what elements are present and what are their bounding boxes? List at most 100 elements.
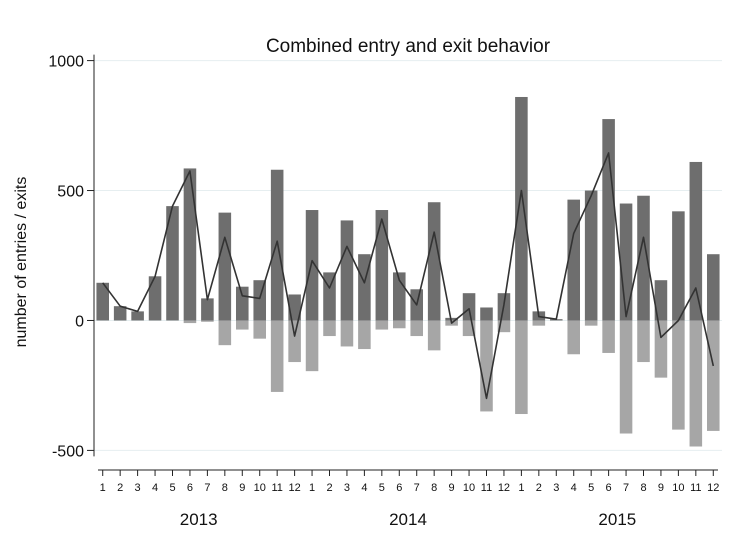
exit-bar <box>427 320 441 351</box>
exit-bar <box>358 320 371 350</box>
y-tick-label: 0 <box>75 313 84 330</box>
exit-bar <box>672 320 685 430</box>
x-tick-label: 3 <box>553 482 559 494</box>
x-tick-label: 8 <box>431 482 437 494</box>
exit-bar <box>392 320 406 329</box>
exit-bar <box>689 320 703 447</box>
exit-bar <box>218 320 232 346</box>
exit-bar <box>340 320 354 347</box>
entry-bar <box>427 202 441 321</box>
exit-bar <box>235 320 249 330</box>
x-tick-label: 6 <box>396 482 402 494</box>
exit-bar <box>375 320 389 330</box>
entry-bar <box>323 272 336 321</box>
entry-bar <box>218 212 232 321</box>
exit-bar <box>323 320 336 337</box>
y-tick-label: 1000 <box>48 54 84 71</box>
x-tick-label: 4 <box>571 482 577 494</box>
y-tick-label: -500 <box>52 443 84 460</box>
y-ticks: -500 0 500 1000 <box>48 54 94 460</box>
x-tick-label: 12 <box>707 482 719 494</box>
net-line <box>102 152 715 400</box>
exit-bar <box>532 320 546 326</box>
year-labels: 2013 2014 2015 <box>180 510 636 529</box>
x-tick-label: 7 <box>623 482 629 494</box>
entry-bar <box>567 199 581 321</box>
exit-bar <box>288 320 301 363</box>
exit-bar <box>183 320 197 324</box>
x-tick-label: 4 <box>152 482 158 494</box>
exit-bar <box>480 320 493 412</box>
x-tick-label: 2 <box>117 482 123 494</box>
entry-bar <box>166 206 179 321</box>
entry-bars <box>96 96 720 321</box>
x-tick-label: 5 <box>588 482 594 494</box>
x-tick-label: 8 <box>640 482 646 494</box>
exit-bar <box>515 320 528 415</box>
entry-bar <box>305 210 319 321</box>
exit-bar <box>410 320 424 337</box>
x-tick-label: 11 <box>271 482 282 494</box>
x-tick-label: 12 <box>288 482 300 494</box>
x-tick-label: 5 <box>169 482 175 494</box>
x-tick-label: 6 <box>606 482 612 494</box>
entry-bar <box>96 282 110 321</box>
exit-bar <box>270 320 284 392</box>
exit-bar <box>305 320 319 372</box>
year-label: 2015 <box>598 510 636 529</box>
y-tick-label: 500 <box>57 184 84 201</box>
x-tick-label: 1 <box>518 482 524 494</box>
x-tick-label: 12 <box>498 482 510 494</box>
gridlines <box>94 60 722 451</box>
entry-bar <box>672 211 685 321</box>
exit-bar <box>584 320 598 326</box>
exit-bar <box>567 320 581 355</box>
x-tick-label: 2 <box>536 482 542 494</box>
x-tick-label: 3 <box>344 482 350 494</box>
y-axis-label: number of entries / exits <box>13 177 30 348</box>
entry-bar <box>113 306 127 321</box>
x-tick-label: 10 <box>672 482 684 494</box>
exit-bar <box>637 320 650 363</box>
x-tick-label: 7 <box>204 482 210 494</box>
exit-bar <box>619 320 633 434</box>
exit-bar <box>706 320 720 431</box>
exit-bars <box>183 320 720 447</box>
x-tick-label: 9 <box>449 482 455 494</box>
exit-bar <box>654 320 668 378</box>
x-tick-label: 7 <box>414 482 420 494</box>
entry-bar <box>148 276 162 321</box>
x-tick-label: 3 <box>135 482 141 494</box>
x-ticks: 1 2 3 4 5 6 7 8 9 10 11 12 1 2 3 4 5 6 7 8 9 10 11 12 1 2 3 4 5 6 7 8 9 1… <box>100 470 719 494</box>
x-tick-label: 8 <box>222 482 228 494</box>
entry-bar <box>480 307 493 321</box>
x-tick-label: 10 <box>463 482 475 494</box>
x-tick-label: 4 <box>361 482 367 494</box>
x-tick-label: 1 <box>100 482 106 494</box>
x-tick-label: 5 <box>379 482 385 494</box>
entry-bar <box>201 298 214 321</box>
x-tick-label: 2 <box>326 482 332 494</box>
entry-bar <box>183 168 197 321</box>
exit-bar <box>201 320 214 322</box>
entry-bar <box>131 311 144 321</box>
chart-title: Combined entry and exit behavior <box>266 36 551 57</box>
entry-bar <box>602 119 615 321</box>
x-tick-label: 9 <box>658 482 664 494</box>
entry-bar <box>375 210 389 321</box>
x-tick-label: 11 <box>481 482 492 494</box>
x-tick-label: 6 <box>187 482 193 494</box>
year-label: 2014 <box>389 510 427 529</box>
entry-bar <box>637 195 650 321</box>
year-label: 2013 <box>180 510 218 529</box>
net-line-path <box>102 152 715 400</box>
exit-bar <box>602 320 615 353</box>
entry-bar <box>235 286 249 321</box>
exit-bar <box>497 320 511 333</box>
entry-bar <box>462 293 476 321</box>
x-tick-label: 9 <box>239 482 245 494</box>
x-tick-label: 11 <box>690 482 701 494</box>
entry-bar <box>689 161 703 321</box>
entry-bar <box>515 96 528 321</box>
